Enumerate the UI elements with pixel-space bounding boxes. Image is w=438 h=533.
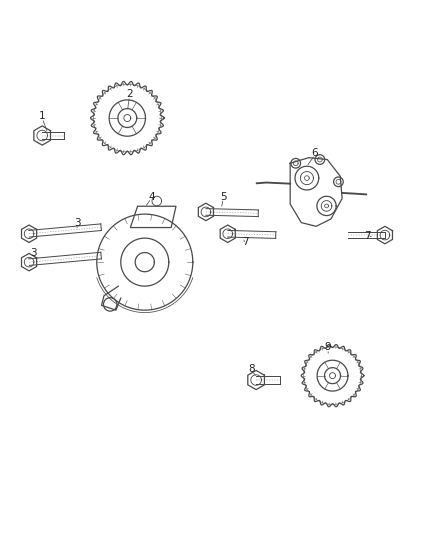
Text: 3: 3 [30,248,37,259]
Text: 7: 7 [364,231,371,241]
Text: 3: 3 [74,218,81,228]
Text: 7: 7 [242,238,248,247]
Text: 2: 2 [126,89,133,99]
Text: 1: 1 [39,111,46,121]
Text: 9: 9 [325,342,332,352]
Text: 5: 5 [220,192,227,201]
Text: 8: 8 [248,364,255,374]
Text: 4: 4 [148,192,155,201]
Text: 6: 6 [312,148,318,158]
